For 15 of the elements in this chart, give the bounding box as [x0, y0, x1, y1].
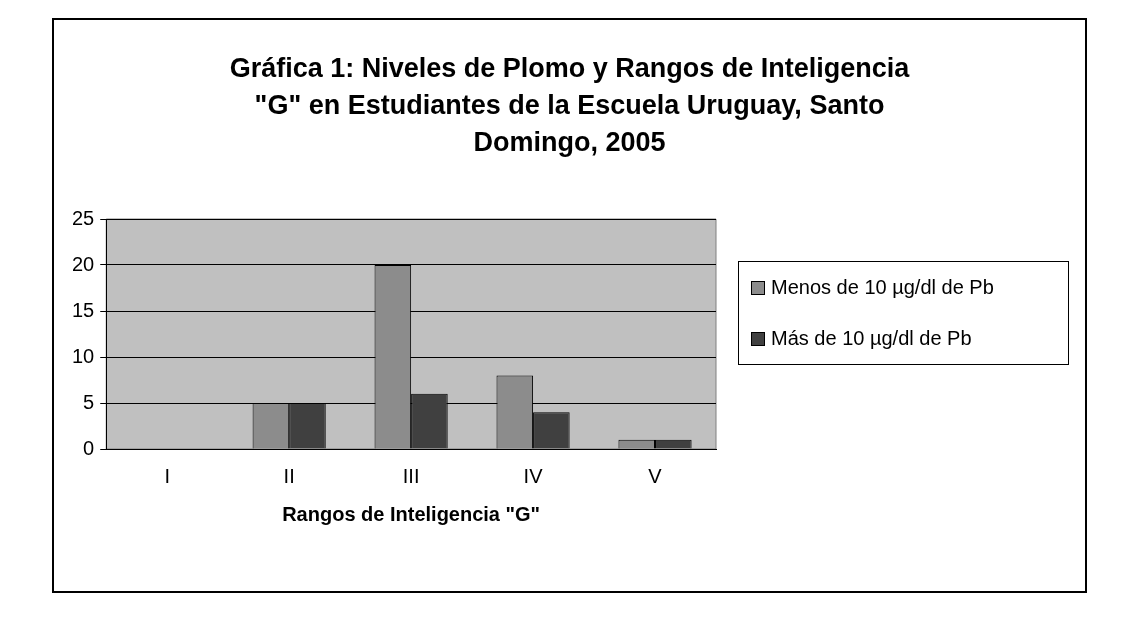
x-tick-label: III	[402, 464, 420, 487]
y-tick-label: 10	[72, 344, 95, 367]
y-tick-label: 25	[72, 206, 95, 229]
y-tick-label: 5	[83, 390, 95, 413]
chart-title: Gráfica 1: Niveles de Plomo y Rangos de Inteligencia "G" en Estudiantes de la Escuela Uruguay, Santo Domingo, 2005	[228, 52, 911, 159]
legend-label: Más de 10 µg/dl de Pb	[771, 327, 972, 350]
x-tick-label: II	[283, 464, 295, 487]
x-tick-label: IV	[523, 464, 544, 487]
y-tick-label: 20	[72, 252, 95, 275]
x-axis-title: Rangos de Inteligencia "G"	[282, 502, 541, 525]
y-tick-label: 15	[72, 298, 95, 321]
legend-label: Menos de 10 µg/dl de Pb	[771, 276, 994, 299]
x-tick-label: I	[164, 464, 170, 487]
y-tick-label: 0	[83, 436, 95, 459]
x-tick-label: V	[648, 464, 663, 487]
